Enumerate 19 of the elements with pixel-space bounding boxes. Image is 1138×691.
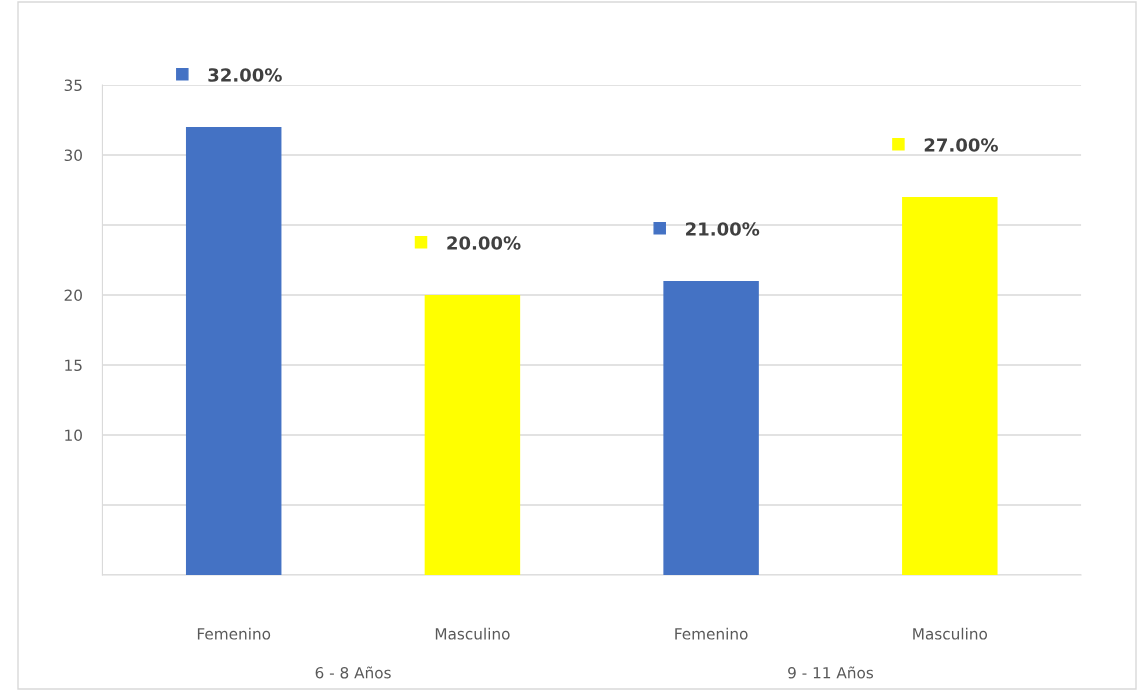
x-tick-label: Femenino xyxy=(197,627,271,640)
data-label: 32.00% xyxy=(208,68,282,82)
data-label: 20.00% xyxy=(447,236,521,250)
y-tick-label: 30 xyxy=(64,149,82,162)
y-tick-label: 35 xyxy=(64,79,82,92)
text: 9 - 11 Años xyxy=(788,666,874,679)
bar xyxy=(902,197,998,575)
data-label: 27.00% xyxy=(924,138,998,152)
data-label: 21.00% xyxy=(686,222,760,236)
y-tick-label: 15 xyxy=(65,359,82,372)
y-tick-label: 10 xyxy=(65,429,82,442)
text: 6 - 8 Años xyxy=(315,666,391,679)
bar xyxy=(185,127,282,575)
x-tick-label: Masculino xyxy=(435,627,510,640)
bar xyxy=(424,295,521,575)
bar xyxy=(663,281,759,575)
x-tick-label: Femenino xyxy=(675,627,748,640)
y-tick-label: 20 xyxy=(64,289,82,302)
x-tick-label: Masculino xyxy=(913,627,988,640)
